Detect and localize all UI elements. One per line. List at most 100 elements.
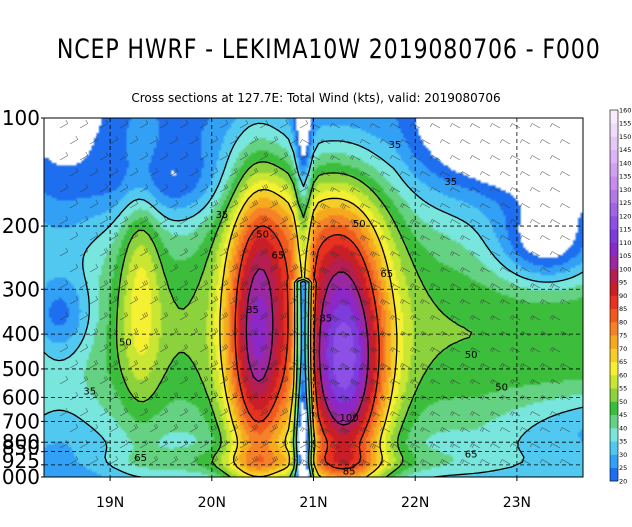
wind-barb	[359, 267, 371, 274]
wind-barb	[69, 423, 79, 433]
wind-barb	[109, 391, 119, 401]
wind-barb	[179, 215, 189, 225]
wind-barb	[499, 363, 511, 369]
wind-barb	[519, 299, 531, 305]
wind-barb	[129, 167, 139, 177]
wind-barb	[229, 135, 239, 145]
wind-barb	[79, 343, 89, 353]
wind-barb	[329, 411, 341, 419]
wind-barb	[339, 427, 351, 435]
wind-barb	[79, 215, 89, 225]
wind-barb	[219, 439, 229, 449]
wind-barb	[359, 235, 371, 242]
y-tick-label: 100	[2, 106, 40, 130]
wind-barb	[279, 183, 289, 193]
wind-barb	[259, 151, 269, 161]
wind-barb	[559, 203, 571, 209]
wind-barb	[69, 167, 79, 177]
wind-barb	[279, 151, 289, 161]
wind-barb	[129, 391, 139, 401]
wind-barb	[109, 327, 119, 337]
wind-barb	[429, 379, 441, 385]
wind-barb	[59, 215, 69, 225]
colorbar-label: 160	[619, 106, 631, 114]
wind-barb	[69, 295, 79, 305]
colorbar-label: 150	[619, 133, 631, 141]
wind-barb	[169, 199, 179, 209]
colorbar-label: 155	[619, 120, 631, 128]
wind-barb	[109, 359, 119, 369]
wind-barb	[219, 119, 229, 129]
wind-barb	[99, 343, 109, 353]
wind-barb	[469, 315, 481, 321]
colorbar-label: 115	[619, 226, 631, 234]
colorbar-label: 130	[619, 186, 631, 194]
contour-label: 65	[380, 269, 393, 280]
wind-barb	[269, 327, 279, 337]
wind-barb	[449, 187, 461, 193]
wind-barb	[359, 427, 371, 434]
wind-barb	[269, 167, 279, 177]
wind-barb	[169, 359, 179, 369]
wind-barb	[459, 459, 471, 465]
wind-barb	[149, 199, 159, 209]
wind-barb	[119, 375, 129, 385]
colorbar-label: 145	[619, 146, 631, 154]
wind-barb	[379, 363, 391, 370]
wind-barb	[119, 119, 129, 129]
colorbar-label: 20	[619, 477, 627, 485]
wind-barb	[159, 311, 169, 321]
colorbar-label: 35	[619, 438, 627, 446]
wind-barb	[419, 171, 431, 177]
wind-barb	[509, 411, 521, 417]
wind-barb	[279, 343, 289, 353]
wind-barb	[429, 187, 441, 193]
wind-barb	[399, 267, 411, 273]
wind-barb	[189, 359, 199, 369]
wind-barb	[549, 347, 561, 353]
wind-barb	[179, 343, 189, 353]
wind-barb	[519, 139, 531, 145]
wind-barb	[219, 247, 229, 257]
wind-barb	[529, 251, 541, 257]
wind-barb	[369, 251, 381, 258]
wind-barb	[489, 219, 501, 225]
wind-barb	[409, 283, 421, 289]
wind-barb	[439, 299, 451, 305]
colorbar-swatch	[610, 282, 618, 296]
wind-barb	[179, 151, 189, 161]
wind-barb	[259, 439, 269, 449]
wind-barb	[279, 311, 289, 321]
wind-barb	[459, 235, 471, 241]
colorbar-label: 120	[619, 212, 631, 220]
wind-barb	[299, 407, 309, 417]
wind-barb	[469, 283, 481, 289]
wind-barb	[79, 183, 89, 193]
y-tick-label: 600	[2, 385, 40, 409]
wind-barb	[179, 279, 189, 289]
wind-barb	[299, 427, 311, 433]
contour-label: 35	[388, 140, 401, 151]
wind-barb	[259, 247, 269, 257]
wind-barb	[399, 427, 411, 433]
wind-barb	[139, 375, 149, 385]
colorbar-swatch	[610, 149, 618, 164]
wind-barb	[159, 215, 169, 225]
wind-barb	[129, 231, 139, 241]
colorbar-swatch	[610, 269, 618, 283]
wind-barb	[169, 423, 179, 433]
wind-barb	[419, 267, 431, 273]
wind-barb	[289, 135, 299, 145]
wind-barb	[349, 187, 361, 193]
wind-barb	[469, 219, 481, 225]
wind-barb	[519, 459, 531, 465]
wind-barb	[149, 423, 159, 433]
wind-barb	[309, 315, 321, 323]
wind-barb	[309, 443, 321, 450]
wind-barb	[499, 299, 511, 305]
wind-barb	[179, 375, 189, 385]
wind-contours	[44, 122, 583, 477]
wind-barb	[399, 459, 411, 465]
wind-barb	[329, 315, 341, 323]
wind-barb	[299, 439, 309, 449]
